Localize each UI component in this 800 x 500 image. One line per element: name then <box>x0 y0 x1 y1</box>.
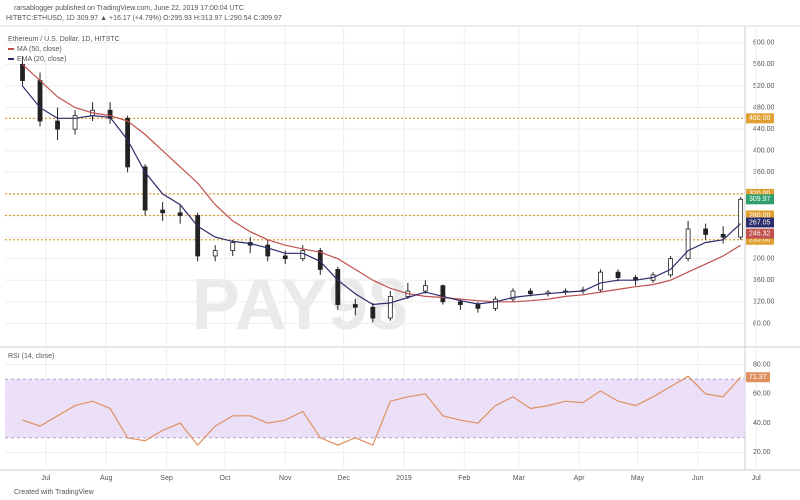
y-tick-label: 360.00 <box>753 169 775 176</box>
series-line <box>22 375 742 447</box>
footer: Created with TradingView <box>14 489 95 496</box>
y-tick-label: 60.00 <box>753 391 771 398</box>
level-tag <box>746 113 774 124</box>
candle-body <box>195 215 201 257</box>
price-tag <box>746 194 774 205</box>
price-tag-label: 309.97 <box>749 196 771 203</box>
legend-label: EMA (20, close) <box>17 56 66 63</box>
price-tag <box>746 228 774 239</box>
watermark: PAY98 <box>192 265 408 345</box>
candle-body <box>230 242 236 251</box>
level-label: 320.00 <box>749 191 771 198</box>
rsi-band <box>5 379 745 438</box>
y-tick-label: 120.00 <box>753 299 775 306</box>
x-tick-label: Mar <box>513 475 526 482</box>
candle-body <box>20 63 25 81</box>
level-tag <box>746 188 774 199</box>
y-tick-label: 400.00 <box>753 148 775 155</box>
x-tick-label: Jun <box>692 475 703 482</box>
candle-body <box>685 228 691 260</box>
x-tick-label: Sep <box>160 475 173 482</box>
y-tick-label: 160.00 <box>753 277 775 284</box>
candle-body <box>422 285 428 292</box>
candle-body <box>335 269 341 305</box>
header-title: rarsablogger published on TradingView.co… <box>14 5 244 12</box>
candle-body <box>528 290 533 295</box>
legend-label: RSI (14, close) <box>8 353 54 360</box>
candle-body <box>738 198 744 238</box>
candle-body <box>387 296 393 319</box>
y-tick-label: 560.00 <box>753 61 775 68</box>
candle-body <box>352 304 358 308</box>
y-tick-label: 520.00 <box>753 83 775 90</box>
candle-body <box>72 115 78 130</box>
x-tick-label: Aug <box>100 475 113 482</box>
y-tick-label: 200.00 <box>753 255 775 262</box>
candle-body <box>668 258 673 276</box>
y-tick-label: 600.00 <box>753 40 775 47</box>
x-tick-label: Apr <box>574 475 586 482</box>
candle-body <box>703 228 709 235</box>
level-tag <box>746 234 774 245</box>
candle-body <box>107 109 113 119</box>
candle-body <box>475 304 481 309</box>
y-tick-label: 80.00 <box>753 320 771 327</box>
y-tick-label: 80.00 <box>753 361 771 368</box>
candle-body <box>37 80 43 122</box>
candle-body <box>510 290 516 300</box>
level-tag <box>746 210 774 221</box>
x-tick-label: May <box>631 475 645 482</box>
candle-body <box>598 271 603 291</box>
y-tick-label: 480.00 <box>753 104 775 111</box>
x-tick-label: Jul <box>41 475 50 482</box>
price-tag-label: 246.32 <box>749 231 771 238</box>
candle-body <box>457 301 463 305</box>
candle-body <box>212 250 218 257</box>
y-tick-label: 20.00 <box>753 449 771 456</box>
level-label: 280.00 <box>749 212 771 219</box>
x-tick-label: Dec <box>337 475 350 482</box>
candle-body <box>615 271 621 278</box>
x-tick-label: Jul <box>752 475 761 482</box>
series-line <box>22 63 741 303</box>
price-tag-label: 267.05 <box>749 219 771 226</box>
candle-body <box>160 209 166 214</box>
x-tick-label: Nov <box>279 475 292 482</box>
x-tick-label: 2019 <box>396 475 412 482</box>
legend-label: MA (50, close) <box>17 46 62 53</box>
price-tag <box>746 217 774 228</box>
candle-body <box>265 244 271 257</box>
candle-body <box>282 255 288 260</box>
candle-body <box>300 250 306 260</box>
level-label: 460.00 <box>749 115 771 122</box>
candle-body <box>142 166 148 211</box>
x-tick-label: Oct <box>219 475 230 482</box>
level-label: 235.00 <box>749 237 771 244</box>
y-tick-label: 440.00 <box>753 126 775 133</box>
candle-body <box>177 212 183 216</box>
symbol-label: Ethereum / U.S. Dollar, 1D, HITBTC <box>8 36 120 43</box>
series-line <box>22 85 742 306</box>
y-tick-label: 40.00 <box>753 420 771 427</box>
candle-body <box>720 233 726 238</box>
candle-body <box>55 120 60 130</box>
price-tag <box>746 372 770 383</box>
header-subtitle: HITBTC:ETHUSD, 1D 309.97 ▲ +16.17 (+4.79… <box>6 15 282 22</box>
price-tag-label: 71.37 <box>749 374 767 381</box>
candle-body <box>440 285 446 303</box>
x-tick-label: Feb <box>458 475 470 482</box>
candle-body <box>493 298 498 309</box>
candle-body <box>370 306 376 319</box>
candle-body <box>317 250 323 270</box>
